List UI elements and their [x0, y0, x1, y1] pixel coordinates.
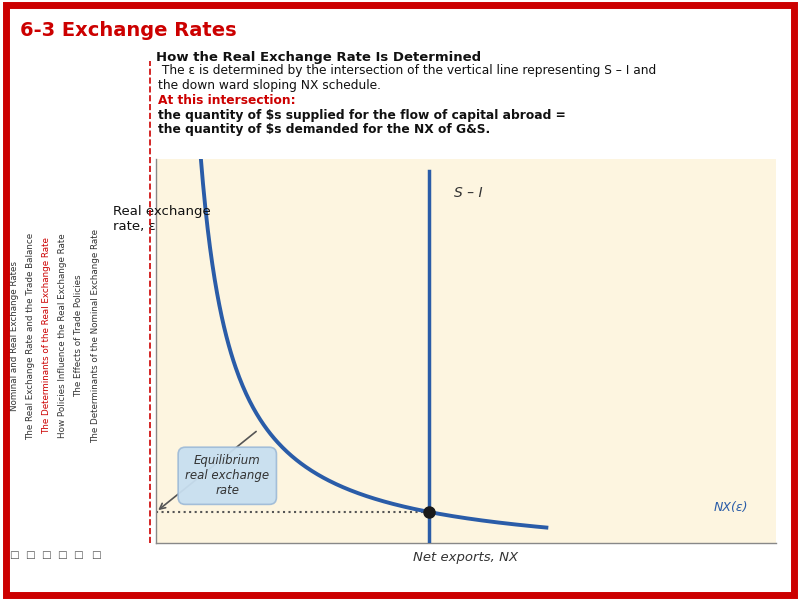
- Text: Equilibrium
real exchange
rate: Equilibrium real exchange rate: [186, 454, 270, 497]
- Text: How Policies Influence the Real Exchange Rate: How Policies Influence the Real Exchange…: [58, 233, 67, 439]
- Text: The ε is determined by the intersection of the vertical line representing S – I : The ε is determined by the intersection …: [158, 64, 656, 77]
- Text: The Determinants of the Nominal Exchange Rate: The Determinants of the Nominal Exchange…: [91, 229, 101, 443]
- Text: The Real Exchange Rate and the Trade Balance: The Real Exchange Rate and the Trade Bal…: [26, 232, 35, 440]
- Text: the quantity of $s demanded for the NX of G&S.: the quantity of $s demanded for the NX o…: [158, 123, 490, 136]
- Text: □: □: [74, 550, 83, 560]
- X-axis label: Net exports, NX: Net exports, NX: [414, 551, 518, 565]
- Text: □: □: [58, 550, 67, 560]
- Text: The Effects of Trade Policies: The Effects of Trade Policies: [74, 275, 83, 397]
- Text: □: □: [91, 550, 101, 560]
- Text: the down ward sloping NX schedule.: the down ward sloping NX schedule.: [158, 79, 381, 92]
- Text: 6-3 Exchange Rates: 6-3 Exchange Rates: [20, 21, 237, 40]
- Text: □: □: [42, 550, 51, 560]
- Text: Real exchange
rate, ε: Real exchange rate, ε: [113, 205, 210, 233]
- Text: □: □: [10, 550, 19, 560]
- Text: NX(ε): NX(ε): [714, 501, 748, 514]
- Text: How the Real Exchange Rate Is Determined: How the Real Exchange Rate Is Determined: [156, 51, 481, 64]
- Text: □: □: [26, 550, 35, 560]
- Text: S – I: S – I: [454, 186, 482, 200]
- Text: At this intersection:: At this intersection:: [158, 94, 295, 107]
- Text: The Determinants of the Real Exchange Rate: The Determinants of the Real Exchange Ra…: [42, 238, 51, 434]
- Text: the quantity of $s supplied for the flow of capital abroad =: the quantity of $s supplied for the flow…: [158, 109, 566, 122]
- Text: Nominal and Real Exchange Rates: Nominal and Real Exchange Rates: [10, 261, 19, 411]
